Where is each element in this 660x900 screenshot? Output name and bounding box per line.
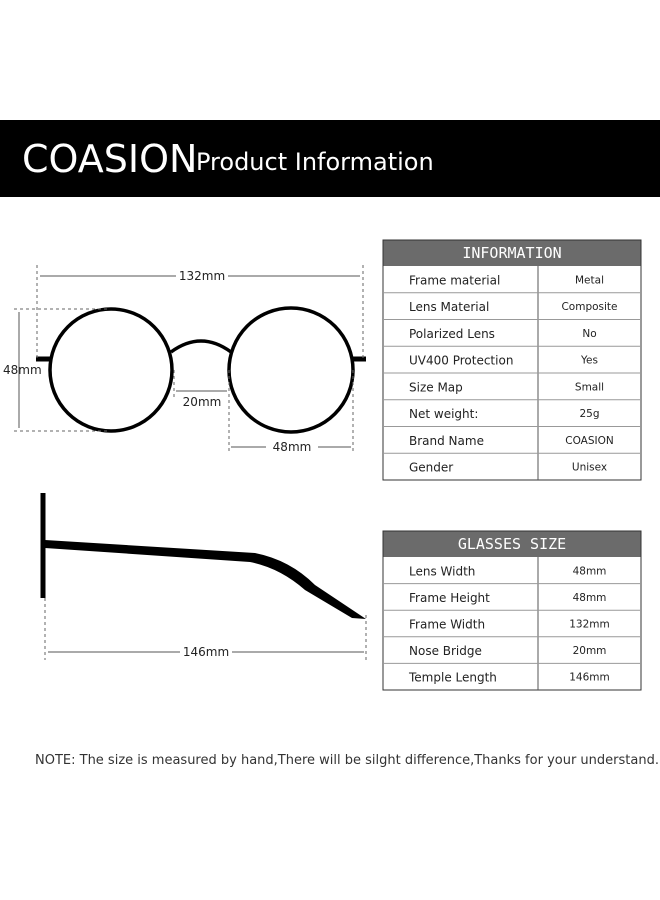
- header-title: Product Information: [196, 148, 434, 176]
- row-value: Metal: [575, 274, 604, 286]
- height-label: 48mm: [3, 363, 42, 377]
- bridge-label: 20mm: [183, 395, 222, 409]
- temple-label: 146mm: [183, 645, 229, 659]
- front-view: [14, 265, 366, 452]
- row-label: Lens Width: [409, 564, 475, 578]
- row-value: 48mm: [573, 565, 607, 577]
- row-value: 20mm: [573, 645, 607, 657]
- side-view: [40, 493, 367, 660]
- row-label: Lens Material: [409, 300, 489, 314]
- row-label: Frame Height: [409, 591, 490, 605]
- row-label: Net weight:: [409, 407, 478, 421]
- row-value: Composite: [561, 301, 617, 313]
- header-bar: [0, 120, 660, 197]
- row-value: 146mm: [569, 672, 610, 684]
- row-label: Temple Length: [408, 671, 497, 685]
- row-value: COASION: [565, 435, 613, 447]
- tables: INFORMATION Frame material Metal Lens Mater…: [382, 239, 642, 691]
- row-label: Frame material: [409, 273, 500, 287]
- row-value: 132mm: [569, 619, 610, 631]
- width-label: 132mm: [179, 269, 225, 283]
- row-value: 48mm: [573, 592, 607, 604]
- row-value: Unisex: [572, 462, 607, 474]
- table-header: [383, 531, 641, 557]
- brand: COASION: [22, 137, 197, 181]
- row-label: Brand Name: [409, 434, 484, 448]
- row-label: UV400 Protection: [409, 354, 513, 368]
- table-title: GLASSES SIZE: [458, 535, 566, 553]
- row-label: Nose Bridge: [409, 644, 482, 658]
- row-value: Small: [575, 381, 604, 393]
- table-header: [383, 240, 641, 266]
- row-label: Polarized Lens: [409, 327, 495, 341]
- row-label: Gender: [409, 461, 453, 475]
- note: NOTE: The size is measured by hand,There…: [35, 753, 659, 768]
- row-label: Frame Width: [409, 618, 485, 632]
- row-value: No: [582, 328, 596, 340]
- row-value: 25g: [579, 408, 599, 420]
- row-value: Yes: [580, 355, 598, 367]
- row-label: Size Map: [409, 380, 463, 394]
- lens-width-label: 48mm: [273, 440, 312, 454]
- table-frame: [382, 239, 642, 481]
- table-title: INFORMATION: [462, 244, 561, 262]
